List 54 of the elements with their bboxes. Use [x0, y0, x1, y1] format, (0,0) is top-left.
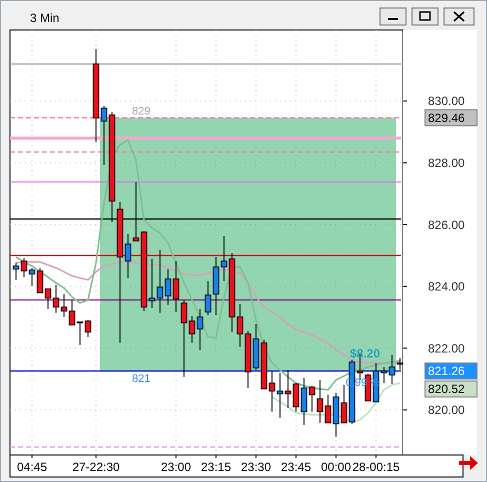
candlestick	[196, 308, 204, 350]
y-tick-label: 822.00	[428, 341, 466, 356]
x-tick-label: 28-00:15	[352, 460, 400, 474]
candlestick	[100, 105, 108, 166]
candlestick	[124, 233, 132, 279]
candlestick	[204, 280, 212, 316]
candlestick	[308, 385, 316, 412]
candlestick	[388, 354, 396, 384]
candlestick	[284, 370, 292, 409]
x-tick-label: 23:30	[240, 460, 272, 474]
y-tick-label: 826.00	[428, 218, 466, 232]
candlestick	[28, 268, 36, 287]
candlestick	[20, 257, 28, 278]
candlestick	[316, 379, 324, 424]
candlestick	[340, 384, 348, 424]
y-tick-label: 830.00	[428, 94, 466, 108]
annotation: $8.20	[350, 346, 380, 360]
candlestick	[84, 320, 92, 338]
x-tick-label: 23:15	[200, 460, 232, 474]
annotation: 829	[132, 106, 150, 118]
y-tick-label: 828.00	[428, 156, 466, 170]
x-tick-label: 23:45	[280, 460, 312, 474]
candlestick	[180, 299, 188, 378]
candlestick	[268, 370, 276, 412]
candlestick	[172, 260, 180, 312]
candlestick	[156, 249, 164, 314]
x-tick-label: 23:00	[160, 460, 192, 474]
candlestick	[292, 382, 300, 412]
candlestick	[12, 262, 20, 280]
candlestick	[68, 299, 76, 326]
x-tick-label: 27-22:30	[72, 460, 120, 474]
candlestick	[60, 294, 68, 318]
candlestick	[324, 394, 332, 424]
candlestick	[76, 321, 84, 346]
candlestick	[52, 284, 60, 314]
text: 820.52	[428, 382, 466, 396]
x-tick-label: 04:45	[16, 460, 48, 474]
chart-title: 3 Min	[30, 11, 60, 25]
candlestick	[44, 288, 52, 310]
ref-line-label: 829.46	[428, 110, 466, 125]
candlestick	[380, 366, 388, 384]
x-tick-label: 00:00	[320, 460, 352, 474]
y-tick-label: 824.00	[428, 280, 466, 294]
candlestick	[188, 316, 196, 344]
annotation: 821	[132, 372, 150, 385]
ref-line-label: 821.26	[428, 364, 466, 378]
candlestick	[36, 268, 44, 294]
candlestick	[148, 258, 156, 308]
candlestick	[236, 303, 244, 348]
y-tick-label: 820.00	[428, 403, 466, 418]
candlestick	[276, 372, 284, 418]
candlestick	[164, 268, 172, 306]
candlestick	[220, 236, 228, 282]
candlestick	[300, 377, 308, 426]
